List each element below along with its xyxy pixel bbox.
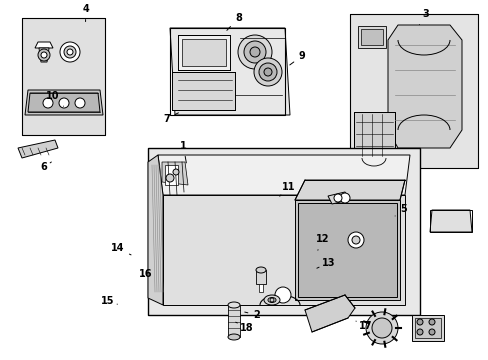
Circle shape — [339, 193, 349, 203]
Circle shape — [274, 287, 290, 303]
Ellipse shape — [267, 297, 275, 302]
Circle shape — [347, 232, 363, 248]
Circle shape — [428, 319, 434, 325]
Bar — [227, 305, 240, 337]
Polygon shape — [294, 180, 404, 200]
Ellipse shape — [244, 41, 265, 63]
Polygon shape — [28, 93, 100, 112]
Text: 2: 2 — [244, 310, 260, 320]
Circle shape — [428, 329, 434, 335]
Bar — [357, 26, 385, 48]
Text: 18: 18 — [235, 322, 253, 333]
Circle shape — [173, 169, 179, 175]
Polygon shape — [148, 155, 163, 305]
Bar — [170, 28, 285, 115]
Bar — [360, 29, 382, 45]
Polygon shape — [148, 148, 419, 315]
Text: 16: 16 — [139, 269, 152, 279]
Ellipse shape — [259, 63, 276, 81]
Polygon shape — [158, 155, 409, 195]
Text: 11: 11 — [279, 182, 295, 196]
Bar — [148, 148, 419, 315]
Polygon shape — [172, 72, 235, 110]
Text: 6: 6 — [41, 162, 51, 172]
Polygon shape — [164, 165, 178, 185]
Text: 9: 9 — [289, 51, 305, 65]
Ellipse shape — [264, 68, 271, 76]
Polygon shape — [349, 14, 477, 168]
Bar — [429, 210, 471, 232]
Text: 7: 7 — [163, 113, 178, 124]
Circle shape — [165, 174, 174, 182]
Polygon shape — [294, 200, 399, 300]
Circle shape — [64, 46, 76, 58]
Polygon shape — [25, 90, 103, 115]
Circle shape — [269, 298, 273, 302]
Text: 8: 8 — [226, 13, 242, 30]
Polygon shape — [327, 192, 348, 204]
Text: 5: 5 — [394, 204, 406, 216]
Bar — [414, 318, 440, 338]
Circle shape — [59, 98, 69, 108]
Ellipse shape — [253, 58, 282, 86]
Circle shape — [416, 329, 422, 335]
Bar — [411, 315, 443, 341]
Circle shape — [416, 319, 422, 325]
Text: 15: 15 — [101, 296, 117, 306]
Polygon shape — [163, 195, 404, 305]
Text: 13: 13 — [316, 258, 335, 268]
Bar — [349, 14, 477, 168]
Text: 12: 12 — [315, 234, 329, 250]
Bar — [256, 270, 265, 284]
Text: 3: 3 — [419, 9, 428, 24]
Bar — [22, 18, 105, 135]
Polygon shape — [353, 112, 394, 158]
Bar — [182, 39, 225, 66]
Bar — [178, 35, 229, 70]
Circle shape — [43, 98, 53, 108]
Polygon shape — [429, 210, 471, 232]
Circle shape — [333, 194, 341, 202]
Polygon shape — [297, 203, 396, 297]
Circle shape — [371, 318, 391, 338]
Polygon shape — [387, 25, 461, 148]
Polygon shape — [39, 48, 49, 62]
Ellipse shape — [249, 47, 260, 57]
Circle shape — [351, 236, 359, 244]
Text: 10: 10 — [46, 91, 63, 106]
Ellipse shape — [264, 295, 280, 305]
Ellipse shape — [256, 267, 265, 273]
Bar — [353, 112, 394, 158]
Ellipse shape — [227, 302, 240, 308]
Circle shape — [60, 42, 80, 62]
Text: 1: 1 — [180, 141, 186, 163]
Bar — [259, 284, 263, 292]
Text: 14: 14 — [110, 243, 131, 255]
Text: 4: 4 — [82, 4, 89, 22]
Ellipse shape — [227, 334, 240, 340]
Circle shape — [67, 49, 73, 55]
Polygon shape — [162, 162, 187, 185]
Ellipse shape — [238, 35, 271, 69]
Circle shape — [41, 52, 47, 58]
Circle shape — [75, 98, 85, 108]
Polygon shape — [18, 140, 58, 158]
Polygon shape — [35, 42, 53, 48]
Circle shape — [365, 312, 397, 344]
Polygon shape — [305, 295, 354, 332]
Text: 17: 17 — [355, 321, 372, 331]
Polygon shape — [22, 18, 105, 135]
Polygon shape — [170, 28, 289, 115]
Circle shape — [38, 49, 50, 61]
